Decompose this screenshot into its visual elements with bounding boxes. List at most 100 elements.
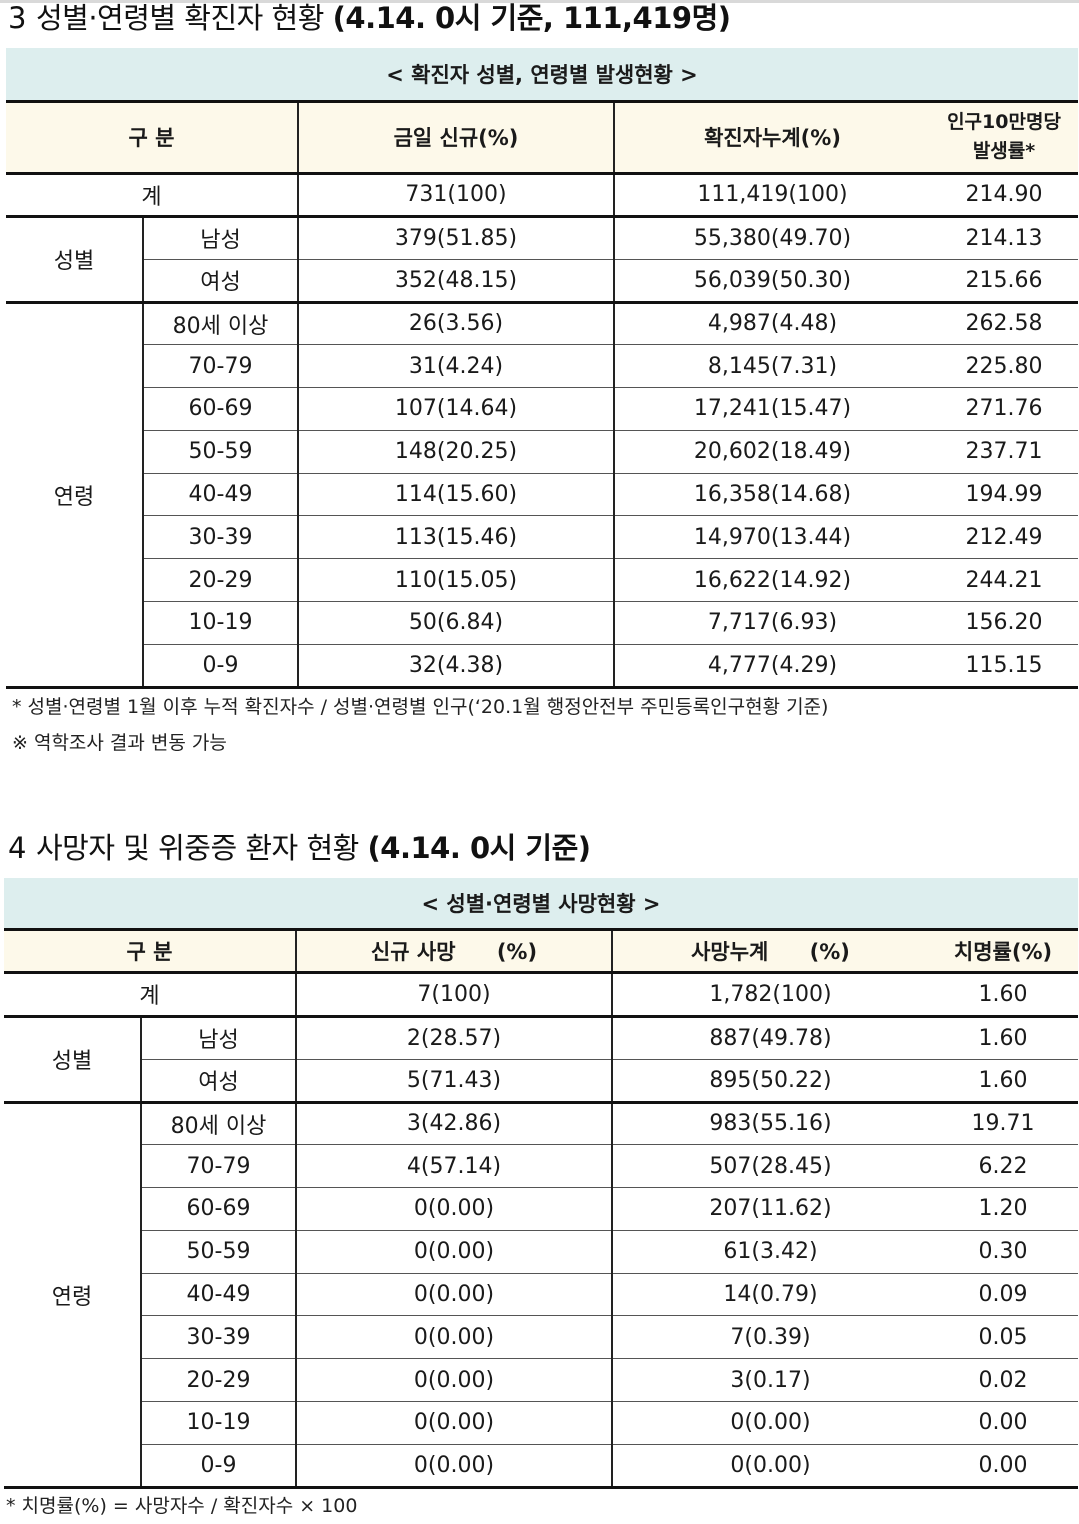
- cell-cumulative: 4,987(4.48): [613, 302, 930, 346]
- table-row: 70-79 4(57.14) 507(28.45) 6.22: [4, 1144, 1078, 1189]
- table-row: 성별 남성 2(28.57) 887(49.78) 1.60: [4, 1016, 1078, 1104]
- section3-heading: 3 성별·연령별 확진자 현황 (4.14. 0시 기준, 111,419명): [8, 0, 731, 36]
- row-label: 40-49: [141, 1273, 296, 1317]
- row-label: 0-9: [141, 1444, 296, 1489]
- row-label: 0-9: [143, 644, 298, 689]
- row-label: 40-49: [143, 473, 298, 517]
- table-row: 여성 5(71.43) 895(50.22) 1.60: [4, 1059, 1078, 1104]
- cell-cumulative: 20,602(18.49): [613, 430, 930, 474]
- cell-rate: 1.60: [928, 1059, 1078, 1104]
- row-label: 70-79: [141, 1144, 296, 1189]
- table-row: 연령 80세 이상 3(42.86) 983(55.16) 19.71: [4, 1102, 1078, 1489]
- cell-cumulative: 1,782(100): [611, 972, 928, 1016]
- cell-cumulative: 8,145(7.31): [613, 344, 930, 389]
- cell-new: 110(15.05): [297, 558, 614, 603]
- header-category: 구 분: [6, 101, 298, 173]
- cell-cumulative: 207(11.62): [611, 1187, 928, 1231]
- cell-rate: 1.60: [978, 981, 1028, 1007]
- table-row: 20-29 110(15.05) 16,622(14.92) 244.21: [6, 558, 1079, 603]
- header-rate-line2: 발생률*: [972, 140, 1036, 162]
- section4-heading: 4 사망자 및 위중증 환자 현황 (4.14. 0시 기준): [8, 830, 591, 866]
- cell-rate: 156.20: [930, 601, 1079, 645]
- cell-new: 0(0.00): [295, 1401, 612, 1445]
- header-new-deaths: 신규 사망 (%): [295, 929, 612, 972]
- cell-rate: 194.99: [930, 473, 1079, 517]
- table-row: 50-59 148(20.25) 20,602(18.49) 237.71: [6, 430, 1079, 474]
- cell-rate: 212.49: [930, 515, 1079, 560]
- header-new-deaths-pct: (%): [496, 939, 538, 964]
- cell-new: 2(28.57): [295, 1016, 612, 1060]
- cell-new: 5(71.43): [295, 1059, 612, 1104]
- section3-number: 3: [8, 1, 26, 35]
- cell-rate: 237.71: [930, 430, 1079, 474]
- cell-rate: 0.05: [928, 1315, 1078, 1360]
- section4-title-date: (4.14. 0시 기준): [367, 831, 592, 865]
- group-label: 연령: [4, 1102, 142, 1489]
- row-label: 계: [139, 984, 160, 1009]
- cell-rate: 19.71: [928, 1102, 1078, 1146]
- cell-new: 4(57.14): [295, 1144, 612, 1189]
- table-caption: < 확진자 성별, 연령별 발생현황 >: [6, 48, 1079, 103]
- cell-cumulative: 16,622(14.92): [613, 558, 930, 603]
- cell-rate: 1.20: [928, 1187, 1078, 1231]
- cell-cumulative: 16,358(14.68): [613, 473, 930, 517]
- cell-new: 32(4.38): [297, 644, 614, 689]
- table-caption: < 성별·연령별 사망현황 >: [4, 878, 1078, 931]
- header-cumulative: 확진자누계(%): [613, 101, 930, 173]
- header-category: 구 분: [4, 929, 296, 972]
- row-label: 10-19: [141, 1401, 296, 1445]
- row-label: 10-19: [143, 601, 298, 645]
- cell-rate: 6.22: [928, 1144, 1078, 1189]
- cell-cumulative: 3(0.17): [611, 1358, 928, 1403]
- cell-rate: 271.76: [930, 387, 1079, 431]
- table-row: 20-29 0(0.00) 3(0.17) 0.02: [4, 1358, 1078, 1403]
- group-label: 성별: [6, 216, 144, 304]
- table-row: 성별 남성 379(51.85) 55,380(49.70) 214.13: [6, 216, 1079, 304]
- section4-number: 4: [8, 831, 26, 865]
- cell-cumulative: 61(3.42): [611, 1230, 928, 1274]
- header-cum-deaths: 사망누계 (%): [611, 929, 928, 972]
- row-label: 60-69: [141, 1187, 296, 1231]
- cell-new: 0(0.00): [295, 1315, 612, 1360]
- header-cum-deaths-label: 사망누계: [691, 939, 769, 964]
- cell-cumulative: 14(0.79): [611, 1273, 928, 1317]
- section4-footnote: * 치명률(%) = 사망자수 / 확진자수 × 100: [6, 1495, 358, 1517]
- confirmed-cases-table: < 확진자 성별, 연령별 발생현황 > 구 분 금일 신규(%) 확진자누계(…: [6, 48, 1079, 689]
- row-label: 30-39: [141, 1315, 296, 1360]
- cell-rate: 1.60: [928, 1016, 1078, 1060]
- table-row: 30-39 113(15.46) 14,970(13.44) 212.49: [6, 515, 1079, 560]
- row-label: 50-59: [143, 430, 298, 474]
- cell-rate: 0.00: [928, 1401, 1078, 1445]
- cell-new: 379(51.85): [297, 216, 614, 260]
- row-label: 80세 이상: [143, 302, 298, 346]
- cell-cumulative: 111,419(100): [613, 173, 930, 216]
- group-label: 성별: [4, 1016, 142, 1104]
- table-row: 여성 352(48.15) 56,039(50.30) 215.66: [6, 259, 1079, 304]
- cell-rate: 115.15: [930, 644, 1079, 689]
- cell-cumulative: 0(0.00): [611, 1401, 928, 1445]
- table-row: 40-49 114(15.60) 16,358(14.68) 194.99: [6, 473, 1079, 517]
- section3-footnote: * 성별·연령별 1월 이후 누적 확진자수 / 성별·연령별 인구(‘20.1…: [12, 696, 829, 718]
- cell-rate: 0.00: [928, 1444, 1078, 1489]
- cell-new: 0(0.00): [295, 1187, 612, 1231]
- table-row-total: 계 731(100) 111,419(100) 214.90: [6, 173, 1079, 216]
- cell-cumulative: 56,039(50.30): [613, 259, 930, 304]
- cell-new: 114(15.60): [297, 473, 614, 517]
- table-row: 60-69 107(14.64) 17,241(15.47) 271.76: [6, 387, 1079, 431]
- cell-new: 0(0.00): [295, 1230, 612, 1274]
- cell-rate: 214.90: [965, 182, 1043, 207]
- cell-new: 31(4.24): [297, 344, 614, 389]
- table-row: 연령 80세 이상 26(3.56) 4,987(4.48) 262.58: [6, 302, 1079, 689]
- table-row: 50-59 0(0.00) 61(3.42) 0.30: [4, 1230, 1078, 1274]
- table-row-total: 계 7(100) 1,782(100) 1.60: [4, 972, 1078, 1016]
- cell-cumulative: 887(49.78): [611, 1016, 928, 1060]
- row-label: 80세 이상: [141, 1102, 296, 1146]
- cell-rate: 214.13: [930, 216, 1079, 260]
- cell-rate: 215.66: [930, 259, 1079, 304]
- cell-rate: 0.09: [928, 1273, 1078, 1317]
- table-row: 40-49 0(0.00) 14(0.79) 0.09: [4, 1273, 1078, 1317]
- row-label: 30-39: [143, 515, 298, 560]
- cell-new: 26(3.56): [297, 302, 614, 346]
- row-label: 50-59: [141, 1230, 296, 1274]
